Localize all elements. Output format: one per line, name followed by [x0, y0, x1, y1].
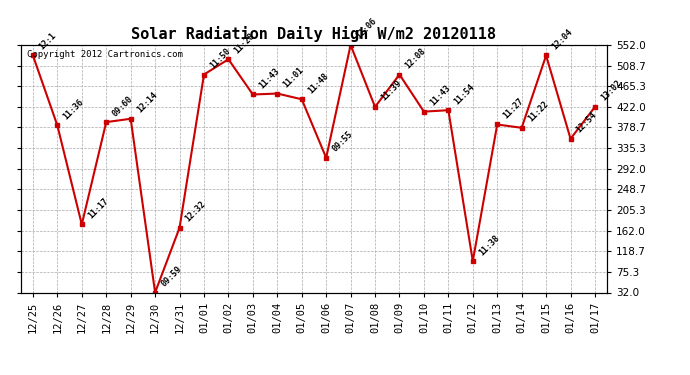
Text: 11:17: 11:17 [86, 196, 110, 220]
Text: 12:54: 12:54 [575, 111, 599, 135]
Text: 09:60: 09:60 [110, 94, 135, 118]
Text: 12:08: 12:08 [404, 46, 428, 70]
Title: Solar Radiation Daily High W/m2 20120118: Solar Radiation Daily High W/m2 20120118 [132, 27, 496, 42]
Text: 11:38: 11:38 [477, 233, 501, 257]
Text: 09:55: 09:55 [331, 130, 355, 154]
Text: 12:06: 12:06 [355, 17, 379, 41]
Text: 11:50: 11:50 [208, 46, 233, 70]
Text: 11:43: 11:43 [428, 83, 452, 108]
Text: 11:22: 11:22 [526, 100, 550, 124]
Text: Copyright 2012 Cartronics.com: Copyright 2012 Cartronics.com [26, 50, 182, 59]
Text: 13:02: 13:02 [599, 79, 623, 103]
Text: 11:54: 11:54 [453, 82, 477, 106]
Text: 11:01: 11:01 [282, 65, 306, 89]
Text: 12:32: 12:32 [184, 200, 208, 223]
Text: 11:28: 11:28 [233, 31, 257, 55]
Text: 11:39: 11:39 [380, 79, 403, 103]
Text: 11:48: 11:48 [306, 71, 330, 95]
Text: 12:1: 12:1 [37, 31, 57, 51]
Text: 09:59: 09:59 [159, 264, 184, 288]
Text: 12:04: 12:04 [550, 27, 574, 51]
Text: 11:43: 11:43 [257, 66, 281, 90]
Text: 12:14: 12:14 [135, 91, 159, 115]
Text: 11:36: 11:36 [61, 97, 86, 121]
Text: 11:27: 11:27 [502, 96, 526, 120]
